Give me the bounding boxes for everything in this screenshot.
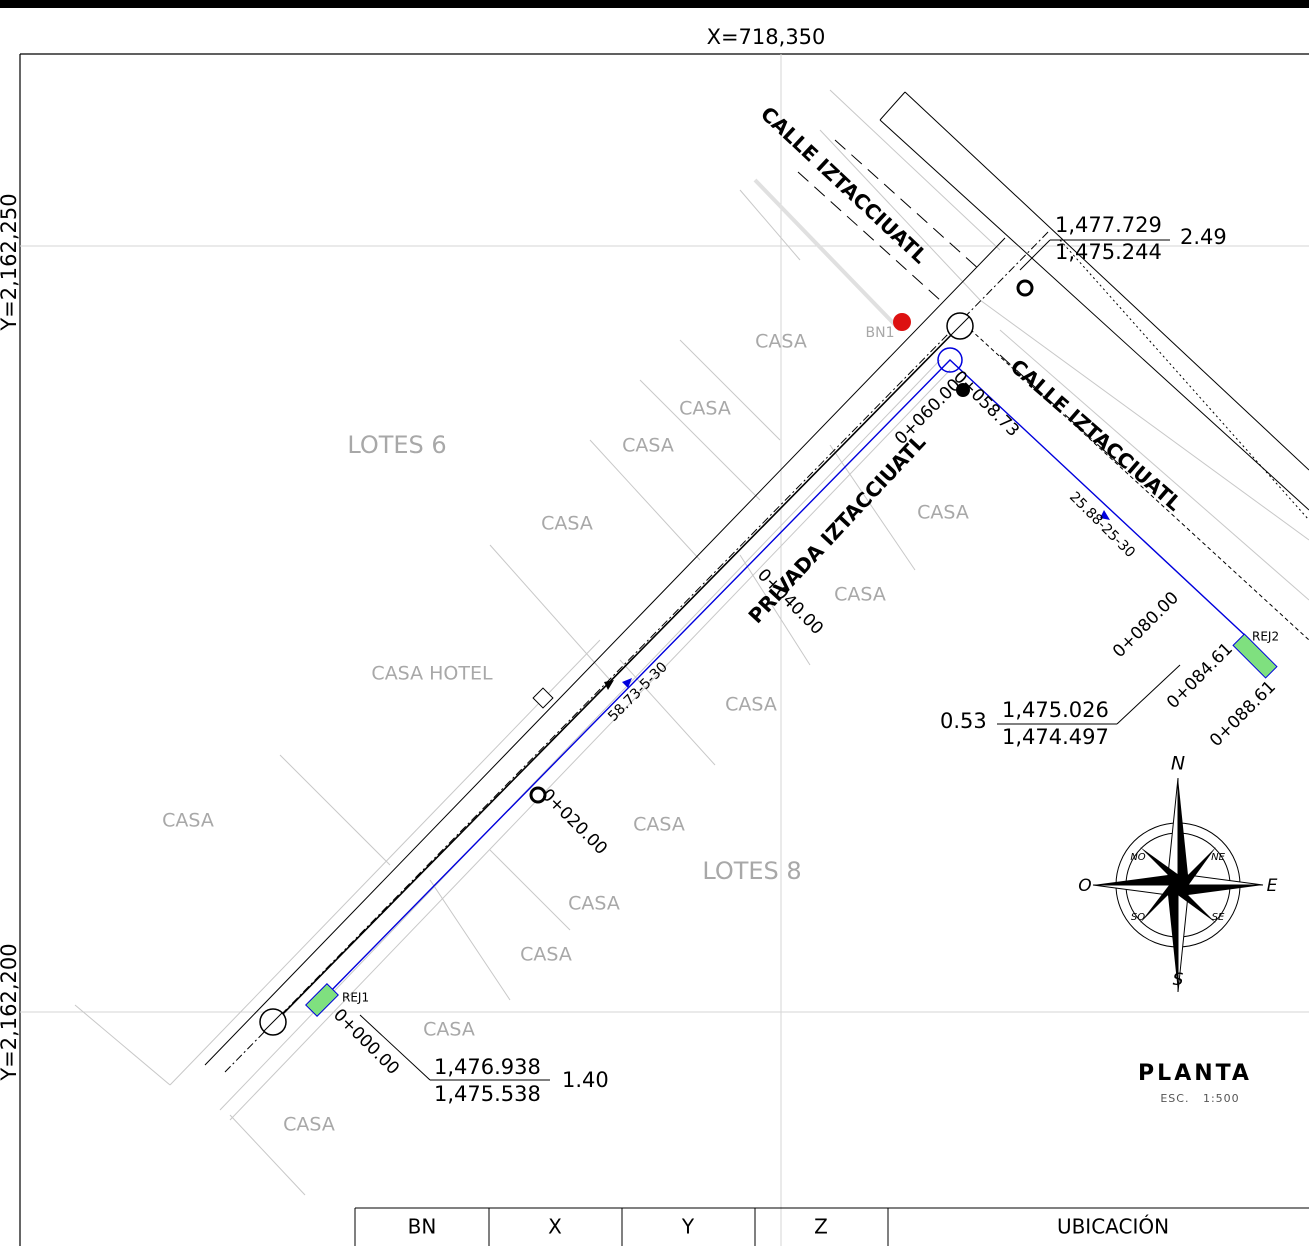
lot-label: CASA: [755, 331, 807, 353]
compass-label: N: [1171, 753, 1185, 775]
compass-label: NO: [1130, 852, 1145, 863]
compass-label: SE: [1212, 912, 1225, 923]
drawing-title: PLANTA: [1138, 1061, 1252, 1086]
table-header: BN: [408, 1215, 437, 1239]
elevation-top: 1,476.938: [434, 1055, 541, 1079]
drawing-scale: ESC. 1:500: [1160, 1092, 1239, 1105]
lot-label: CASA: [725, 694, 777, 716]
lot-label: CASA: [633, 814, 685, 836]
inlet-label: REJ2: [1252, 630, 1279, 644]
lot-label: CASA: [622, 435, 674, 457]
lot-label: CASA: [834, 584, 886, 606]
elevation-bottom: 1,474.497: [1002, 725, 1109, 749]
y-coordinate: Y=2,162,250: [0, 193, 21, 331]
elevation-depth: 0.53: [940, 709, 987, 733]
y-coordinate: Y=2,162,200: [0, 943, 21, 1081]
x-coordinate: X=718,350: [707, 25, 826, 49]
plan-drawing: X=718,350 Y=2,162,250 Y=2,162,200 CASA C…: [0, 0, 1309, 1246]
table-header: Y: [681, 1215, 695, 1239]
lot-label: CASA: [917, 502, 969, 524]
compass-label: O: [1078, 876, 1091, 896]
table-header: X: [548, 1215, 562, 1239]
lot-label: CASA HOTEL: [371, 663, 493, 685]
lot-label: CASA: [283, 1114, 335, 1136]
top-band: [0, 0, 1309, 8]
table-header: UBICACIÓN: [1057, 1215, 1169, 1239]
lot-label: CASA: [568, 893, 620, 915]
elevation-top: 1,477.729: [1055, 213, 1162, 237]
elevation-top: 1,475.026: [1002, 698, 1109, 722]
inlet-label: REJ1: [342, 991, 369, 1005]
compass-label: SO: [1131, 912, 1145, 923]
lot-label: CASA: [520, 944, 572, 966]
elevation-depth: 2.49: [1180, 225, 1227, 249]
lot-label: LOTES 8: [702, 857, 801, 885]
elevation-bottom: 1,475.538: [434, 1082, 541, 1106]
elevation-bottom: 1,475.244: [1055, 240, 1162, 264]
benchmark-label: BN1: [866, 325, 895, 341]
compass-label: NE: [1211, 852, 1225, 863]
manholes-part: [893, 313, 911, 331]
compass-label: S: [1173, 970, 1184, 990]
lot-label: CASA: [679, 398, 731, 420]
elevation-depth: 1.40: [562, 1068, 609, 1092]
background: [0, 0, 1309, 1246]
lot-label: CASA: [423, 1019, 475, 1041]
table-header: Z: [814, 1215, 828, 1239]
lot-label: CASA: [162, 810, 214, 832]
compass-label: E: [1267, 876, 1278, 896]
lot-label: LOTES 6: [347, 431, 446, 459]
manholes-part: [1018, 281, 1032, 295]
lot-label: CASA: [541, 513, 593, 535]
